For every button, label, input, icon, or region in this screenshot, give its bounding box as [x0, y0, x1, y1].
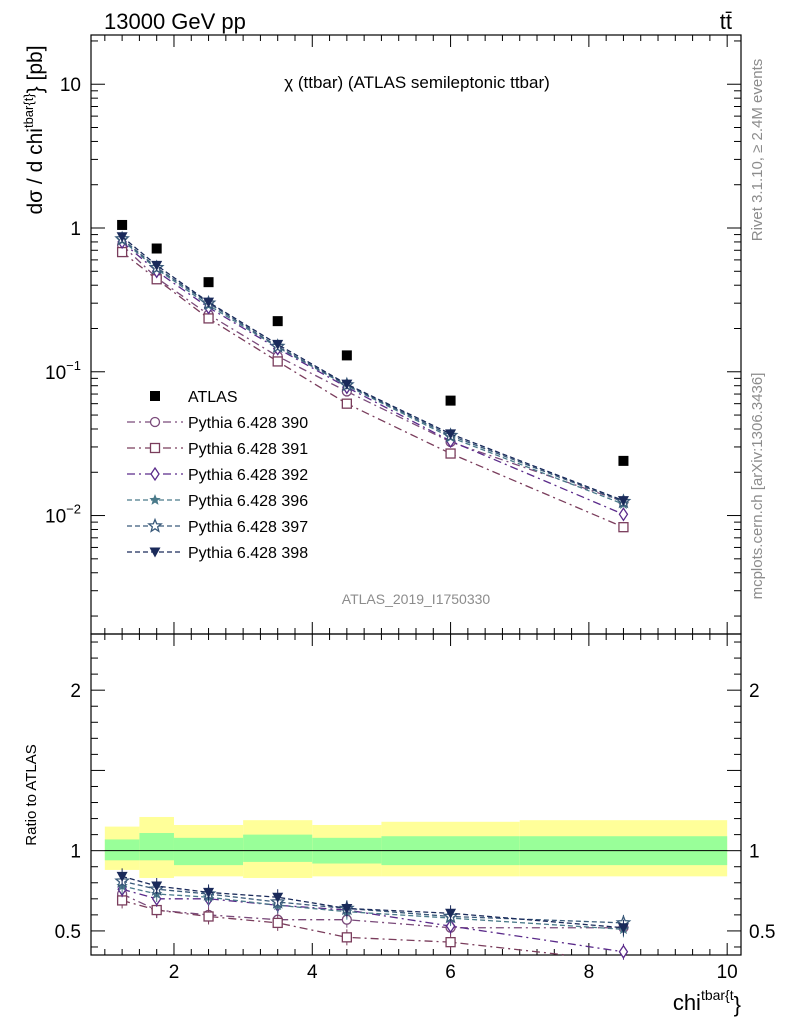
main-y-tick-labels: 10 1 10−1 10−2 [45, 75, 81, 527]
x-tick-label: 10 [717, 962, 738, 983]
ratio-point-392 [618, 944, 629, 959]
x-tick-label: 6 [445, 962, 456, 983]
legend-marker [149, 416, 161, 428]
x-tick-label: 4 [307, 962, 318, 983]
ratio-y-tick-labels: 0.5 0.5 1 1 2 2 [55, 681, 776, 943]
data-point-atlas [151, 243, 162, 254]
legend-marker [149, 442, 161, 454]
energy-label: 13000 GeV pp [104, 9, 246, 34]
series-point-391 [618, 522, 629, 533]
analysis-watermark: ATLAS_2019_I1750330 [342, 591, 491, 607]
legend-label: Pythia 6.428 392 [188, 467, 308, 484]
x-tick-label: 8 [584, 962, 595, 983]
main-y-tick-label: 10 [60, 75, 81, 96]
series-point-391 [341, 398, 353, 409]
main-series [114, 219, 632, 533]
ratio-point-398 [151, 881, 163, 892]
axis-ticks [91, 35, 741, 955]
ratio-point-391 [151, 904, 162, 916]
legend-marker [147, 517, 163, 533]
x-tick-labels: 2 4 6 8 10 [169, 962, 738, 983]
legend-label: Pythia 6.428 396 [188, 493, 308, 510]
ratio-point-391 [341, 932, 353, 943]
ratio-point-398 [116, 871, 128, 882]
legend-marker [150, 466, 160, 482]
x-tick-label: 2 [169, 962, 180, 983]
series-point-398 [341, 379, 353, 390]
ratio-band-inner [173, 837, 244, 866]
ratio-point-398 [617, 923, 629, 934]
ratio-band-inner [104, 839, 140, 861]
series-point-391 [203, 313, 214, 324]
ratio-point-392 [445, 918, 456, 934]
legend-label: Pythia 6.428 391 [188, 441, 308, 458]
ratio-y-tick-label-right: 1 [749, 842, 760, 863]
main-y-tick-label: 10−2 [45, 502, 81, 528]
ratio-band-inner [243, 834, 313, 862]
series-point-392 [618, 507, 629, 522]
mcplots-label: mcplots.cern.ch [arXiv:1306.3436] [749, 373, 766, 600]
ratio-line-397 [121, 880, 624, 924]
ratio-point-391 [203, 911, 214, 922]
ratio-point-398 [445, 908, 457, 919]
legend-label: ATLAS [188, 389, 238, 406]
series-line-398 [121, 236, 624, 502]
legend: ATLAS Pythia 6.428 390 Pythia 6.428 391 Pyt… [127, 389, 308, 562]
legend-marker [149, 547, 161, 558]
data-point-atlas [203, 277, 214, 288]
ratio-y-tick-label-left: 2 [70, 681, 81, 702]
legend-label: Pythia 6.428 398 [188, 545, 308, 562]
legend-label: Pythia 6.428 390 [188, 415, 308, 432]
rivet-version-label: Rivet 3.1.10, ≥ 2.4M events [749, 59, 766, 242]
series-point-398 [445, 429, 457, 440]
series-point-398 [272, 339, 284, 350]
ratio-band-inner [139, 833, 174, 861]
series-point-391 [272, 356, 283, 367]
x-axis-label: chitbar{t} [673, 987, 741, 1017]
data-point-atlas [445, 395, 456, 406]
series-point-398 [617, 496, 629, 507]
series-point-398 [151, 260, 163, 271]
ratio-panel-frame [90, 633, 742, 956]
series-point-398 [116, 232, 128, 243]
ratio-series [114, 868, 632, 960]
ratio-y-tick-label-right: 2 [749, 681, 760, 702]
ratio-point-398 [272, 892, 284, 903]
process-label: tt̄ [720, 9, 732, 34]
main-y-axis-label: dσ / d chitbar{t}} [pb] [21, 45, 47, 214]
chart-title: χ (ttbar) (ATLAS semileptonic ttbar) [284, 73, 550, 92]
legend-label: Pythia 6.428 397 [188, 519, 308, 536]
ratio-uncertainty-bands [104, 816, 728, 878]
series-point-391 [445, 448, 456, 459]
ratio-point-391 [445, 937, 456, 948]
main-y-tick-label: 10−1 [45, 358, 81, 384]
ratio-point-391 [116, 895, 128, 906]
ratio-y-tick-label-right: 0.5 [749, 922, 775, 943]
ratio-y-axis-label: Ratio to ATLAS [23, 744, 40, 845]
ratio-y-tick-label-left: 0.5 [55, 922, 81, 943]
series-line-396 [121, 239, 624, 505]
ratio-y-tick-label-left: 1 [70, 842, 81, 863]
legend-marker [149, 494, 161, 505]
series-point-398 [203, 297, 215, 308]
ratio-point-398 [203, 887, 215, 898]
data-point-atlas [618, 455, 629, 466]
series-line-397 [121, 238, 624, 503]
series-line-390 [121, 244, 624, 503]
data-point-atlas [117, 219, 128, 230]
ratio-point-398 [341, 903, 353, 914]
legend-marker [150, 391, 160, 401]
main-y-tick-label: 1 [70, 219, 81, 240]
ratio-point-391 [272, 917, 283, 929]
data-point-atlas [272, 316, 283, 327]
data-point-atlas [341, 350, 352, 361]
